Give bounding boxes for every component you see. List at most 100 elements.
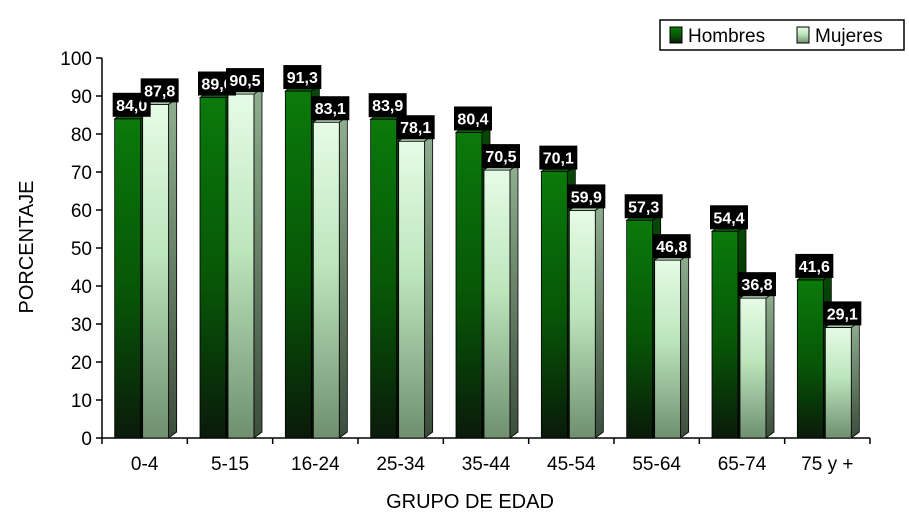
x-tick-label: 16-24 xyxy=(291,454,340,475)
x-tick-label: 65-74 xyxy=(718,454,767,475)
bar-mujeres-2-side xyxy=(338,115,348,439)
bar-hombres-6-front xyxy=(626,219,654,439)
bar-hombres-2-front xyxy=(284,90,312,439)
legend: Hombres Mujeres xyxy=(659,19,905,51)
bar-mujeres-2-front xyxy=(312,121,340,439)
value-label-mujeres-8-box xyxy=(823,301,862,326)
y-tick-label: 90 xyxy=(71,87,92,108)
x-tick-label: 35-44 xyxy=(462,454,511,475)
value-label-hombres-1-text: 89,6 xyxy=(201,77,232,94)
bar-mujeres-5 xyxy=(568,203,605,439)
value-label-mujeres-3: 78,1 xyxy=(396,115,435,140)
value-label-hombres-5-text: 70,1 xyxy=(543,151,574,168)
bar-mujeres-6-front xyxy=(654,259,682,439)
y-tick-label: 50 xyxy=(71,239,92,260)
value-label-mujeres-5: 59,9 xyxy=(567,184,606,209)
value-label-hombres-8: 41,6 xyxy=(795,253,834,278)
value-label-mujeres-6-text: 46,8 xyxy=(656,239,687,256)
legend-swatch-hombres xyxy=(669,26,683,44)
legend-swatch-mujeres xyxy=(796,26,810,44)
value-label-mujeres-1-text: 90,5 xyxy=(229,73,260,90)
value-label-mujeres-2-box xyxy=(311,96,350,121)
value-label-mujeres-0-text: 87,8 xyxy=(144,83,175,100)
x-tick-label: 25-34 xyxy=(376,454,425,475)
value-label-mujeres-7-box xyxy=(738,272,776,297)
value-label-hombres-2-text: 91,3 xyxy=(287,70,318,87)
value-label-mujeres-5-box xyxy=(567,184,606,209)
bars xyxy=(113,84,861,439)
bar-mujeres-4 xyxy=(482,163,520,439)
legend-box xyxy=(659,19,905,51)
x-axis-label: GRUPO DE EDAD xyxy=(386,491,554,513)
value-labels: 84,087,8 89,690,5 91,3 83,1 83,9 78,1 80,4 70,5… xyxy=(112,65,862,326)
y-tick-label: 100 xyxy=(60,49,92,70)
bar-hombres-5-front xyxy=(540,171,568,439)
bar-mujeres-0 xyxy=(141,97,178,439)
value-label-mujeres-8-text: 29,1 xyxy=(827,306,858,323)
x-tick-label: 55-64 xyxy=(632,454,681,475)
bar-mujeres-3-front xyxy=(398,140,426,439)
x-tick-label: 45-54 xyxy=(547,454,596,475)
value-label-hombres-8-box xyxy=(795,253,834,278)
value-label-hombres-8-text: 41,6 xyxy=(799,259,830,276)
value-label-hombres-3-text: 83,9 xyxy=(372,98,403,115)
value-label-hombres-7: 54,4 xyxy=(710,205,748,230)
value-label-hombres-4-box xyxy=(454,106,492,131)
bar-mujeres-8 xyxy=(824,320,861,439)
bar-mujeres-8-side xyxy=(850,320,860,439)
value-label-mujeres-7-text: 36,8 xyxy=(741,277,772,294)
value-label-mujeres-5-text: 59,9 xyxy=(571,189,602,206)
y-tick-label: 40 xyxy=(71,277,92,298)
value-label-mujeres-4-text: 70,5 xyxy=(485,149,516,166)
legend-label-hombres: Hombres xyxy=(688,26,765,47)
y-tick-label: 60 xyxy=(71,201,92,222)
axes: 0 10 20 30 40 50 60 70 80 90 100 0-4 5-15 16-24 25-34 3… xyxy=(60,49,871,475)
legend-label-mujeres: Mujeres xyxy=(815,26,883,47)
y-tick-label: 0 xyxy=(81,429,92,450)
value-label-hombres-4-text: 80,4 xyxy=(457,111,488,128)
y-axis-label: PORCENTAJE xyxy=(16,181,38,314)
value-label-mujeres-4: 70,5 xyxy=(482,144,520,169)
value-label-hombres-6: 57,3 xyxy=(624,194,663,219)
value-label-mujeres-4-box xyxy=(482,144,520,169)
bar-mujeres-6 xyxy=(653,253,690,439)
value-label-hombres-0-text: 84,0 xyxy=(116,98,147,115)
value-label-mujeres-8: 29,1 xyxy=(823,301,862,326)
value-label-mujeres-6-box xyxy=(652,234,691,259)
value-label-hombres-7-box xyxy=(710,205,748,230)
bar-hombres-3-front xyxy=(370,118,398,439)
value-label-hombres-4: 80,4 xyxy=(454,106,492,131)
y-tick-label: 10 xyxy=(71,391,92,412)
bar-hombres-1-front xyxy=(199,97,227,439)
x-tick-label: 5-15 xyxy=(211,454,249,475)
bar-mujeres-5-side xyxy=(594,203,604,439)
bar-mujeres-1 xyxy=(226,87,264,439)
value-label-mujeres-3-box xyxy=(396,115,435,140)
value-label-hombres-3-box xyxy=(368,93,407,118)
value-label-mujeres-2: 83,1 xyxy=(311,96,350,121)
bar-mujeres-0-side xyxy=(168,97,178,439)
x-tick-label: 75 y + xyxy=(801,454,853,475)
bar-mujeres-3 xyxy=(397,134,434,439)
bar-mujeres-7-side xyxy=(765,291,775,439)
bar-mujeres-4-front xyxy=(483,169,511,439)
bar-mujeres-7-front xyxy=(739,297,767,439)
value-label-hombres-6-box xyxy=(624,194,663,219)
value-label-hombres-5-box xyxy=(539,145,578,170)
bar-hombres-0-front xyxy=(114,118,142,439)
bar-mujeres-1-side xyxy=(253,87,263,439)
value-label-hombres-2: 91,3 xyxy=(283,65,322,90)
value-label-hombres-7-text: 54,4 xyxy=(713,210,744,227)
value-label-mujeres-3-text: 78,1 xyxy=(400,120,431,137)
bar-mujeres-4-side xyxy=(509,163,519,439)
y-tick-label: 30 xyxy=(71,315,92,336)
bar-mujeres-1-front xyxy=(227,93,255,439)
value-label-mujeres-1-box xyxy=(226,68,264,93)
value-label-hombres-6-text: 57,3 xyxy=(628,199,659,216)
value-label-mujeres-0-box xyxy=(140,78,179,103)
bar-hombres-7-front xyxy=(711,230,739,439)
y-tick-label: 70 xyxy=(71,163,92,184)
value-label-hombres-2-box xyxy=(283,65,322,90)
